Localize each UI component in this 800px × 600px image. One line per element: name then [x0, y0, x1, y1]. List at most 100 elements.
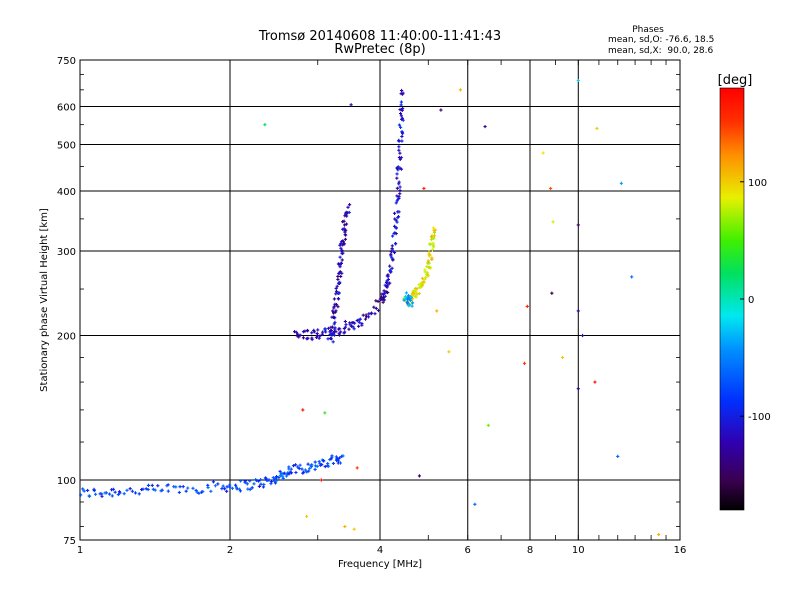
echo-point [331, 315, 336, 319]
echo-point [230, 486, 235, 490]
echo-point [306, 329, 310, 333]
echo-point [253, 478, 258, 482]
echo-point [400, 134, 404, 139]
echo-point [339, 242, 343, 246]
echo-point [343, 330, 347, 334]
echo-point [339, 246, 343, 250]
x-tick-label: 6 [465, 545, 471, 556]
echo-point [343, 233, 348, 237]
echo-point [86, 488, 90, 493]
echo-point [408, 298, 413, 302]
echo-point [398, 151, 402, 155]
echo-point [630, 275, 634, 279]
colorbar-label: [deg] [718, 73, 753, 88]
echo-point [341, 240, 345, 244]
x-tick-label: 10 [572, 545, 585, 556]
echo-point [272, 478, 276, 482]
echo-point [178, 485, 182, 489]
echo-point [292, 330, 297, 334]
echo-point [338, 280, 342, 284]
echo-point [118, 491, 122, 495]
echo-point [336, 277, 340, 282]
y-tick-label: 100 [57, 476, 76, 487]
echo-point [341, 220, 345, 224]
echo-point [347, 327, 351, 331]
echo-point [399, 92, 403, 96]
x-tick-label: 2 [227, 545, 233, 556]
echo-point [315, 464, 319, 468]
echo-point [332, 329, 336, 334]
echo-point [269, 482, 273, 486]
echo-point [376, 308, 381, 313]
echo-point [344, 211, 348, 215]
echo-point [297, 335, 301, 339]
echo-point [305, 470, 309, 474]
echo-point [340, 248, 344, 253]
echo-point [323, 464, 327, 469]
echo-point [372, 305, 376, 309]
y-axis-label: Stationary phase Virtual Height [km] [39, 208, 50, 392]
echo-point [153, 488, 157, 492]
echo-point [373, 312, 377, 316]
x-axis-label: Frequency [MHz] [338, 559, 422, 570]
echo-point [374, 299, 378, 303]
echo-point [392, 211, 397, 215]
echo-point [130, 489, 135, 493]
echo-point [319, 478, 323, 482]
echo-point [396, 165, 400, 169]
echo-point [332, 322, 336, 326]
echo-point [355, 466, 359, 470]
echo-point [318, 461, 322, 466]
echo-point [385, 279, 389, 283]
echo-point [323, 411, 327, 415]
echo-point [323, 327, 327, 331]
y-tick-label: 600 [57, 103, 76, 114]
echo-point [351, 325, 355, 329]
echo-point [337, 333, 342, 337]
echo-point [316, 328, 320, 332]
echo-point [209, 489, 213, 493]
echo-point [427, 252, 431, 256]
echo-point [426, 274, 430, 278]
x-tick-label: 16 [674, 545, 687, 556]
echo-point [330, 454, 334, 458]
echo-point [293, 463, 298, 467]
echo-point [111, 487, 115, 491]
echo-point [346, 205, 350, 209]
echo-point [309, 463, 313, 468]
echo-point [525, 304, 529, 308]
echo-point [343, 524, 347, 529]
echo-point [404, 291, 409, 295]
echo-point [306, 336, 310, 340]
echo-point [289, 471, 294, 475]
echo-point [274, 474, 279, 479]
echo-point [356, 324, 361, 328]
echo-point [400, 107, 404, 112]
echo-point [358, 317, 362, 321]
echo-point [201, 490, 205, 494]
echo-point [400, 139, 404, 143]
echo-point [122, 492, 126, 496]
echo-point [409, 296, 413, 300]
echo-point [220, 487, 224, 491]
echo-point [394, 201, 398, 205]
echo-point [417, 474, 422, 478]
echo-point [223, 487, 227, 491]
echo-point [302, 470, 306, 474]
echo-point [429, 235, 434, 239]
echo-point [360, 322, 364, 326]
phase-stats-heading: Phases [632, 25, 664, 35]
echo-point [397, 145, 401, 149]
echo-point [81, 487, 85, 491]
echo-point [294, 330, 299, 334]
echo-point [298, 333, 302, 337]
echo-point [395, 220, 399, 224]
echo-point [390, 247, 394, 251]
echo-point [424, 276, 428, 280]
echo-point [344, 222, 349, 226]
echo-point [305, 514, 309, 518]
echo-point [274, 479, 278, 483]
echo-point [340, 251, 344, 256]
echo-point [551, 220, 555, 224]
echo-point [342, 242, 346, 246]
